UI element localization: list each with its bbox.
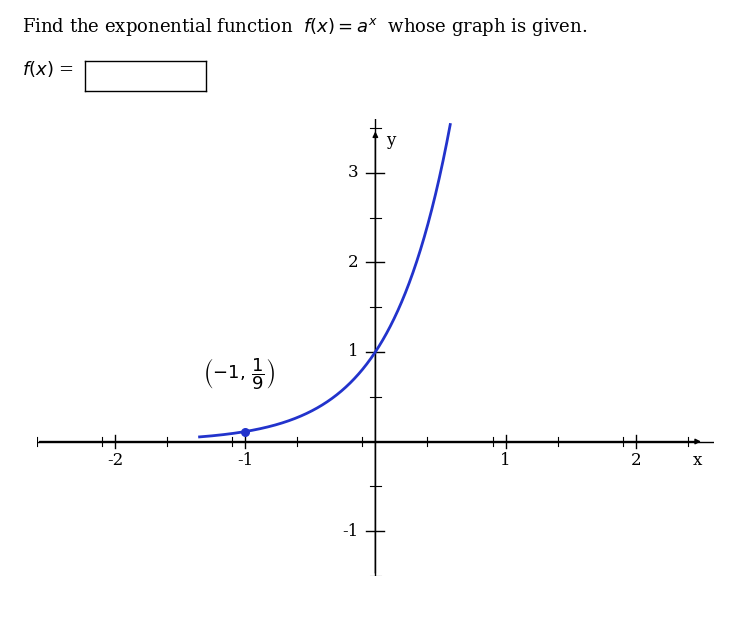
Text: 2: 2 [631,452,641,470]
Text: 1: 1 [500,452,511,470]
Text: x: x [693,452,701,470]
Text: 1: 1 [348,344,358,361]
Text: -1: -1 [342,523,358,540]
Text: y: y [386,132,395,149]
Text: 2: 2 [348,254,358,271]
Text: 3: 3 [348,164,358,181]
Point [239,426,251,436]
Text: $\left(-1,\,\dfrac{1}{9}\right)$: $\left(-1,\,\dfrac{1}{9}\right)$ [202,357,275,393]
Text: -2: -2 [107,452,123,470]
Text: -1: -1 [237,452,253,470]
Text: Find the exponential function  $f(x) = a^x$  whose graph is given.: Find the exponential function $f(x) = a^… [22,16,587,38]
Text: $f(x)$ =: $f(x)$ = [22,59,74,80]
